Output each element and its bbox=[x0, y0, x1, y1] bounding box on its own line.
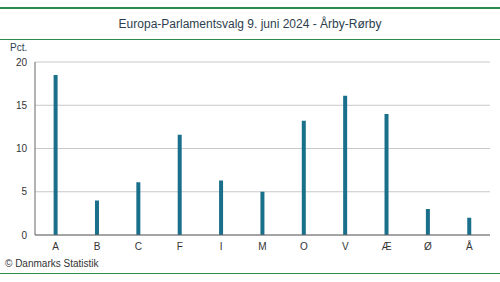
svg-text:5: 5 bbox=[21, 186, 27, 197]
svg-text:F: F bbox=[177, 241, 183, 252]
svg-text:C: C bbox=[135, 241, 142, 252]
svg-text:20: 20 bbox=[16, 57, 28, 68]
svg-text:Ø: Ø bbox=[424, 241, 432, 252]
svg-text:V: V bbox=[342, 241, 349, 252]
svg-text:A: A bbox=[52, 241, 59, 252]
html-text:Europa-Parlamentsvalg 9. juni: Europa-Parlamentsvalg 9. juni 2024 - Årb… bbox=[118, 17, 382, 31]
svg-text:M: M bbox=[258, 241, 266, 252]
svg-text:Æ: Æ bbox=[382, 241, 392, 252]
svg-text:B: B bbox=[94, 241, 101, 252]
svg-text:15: 15 bbox=[16, 100, 28, 111]
svg-text:O: O bbox=[300, 241, 308, 252]
svg-text:I: I bbox=[220, 241, 223, 252]
svg-text:0: 0 bbox=[21, 230, 27, 241]
html-text:© Danmarks Statistik: © Danmarks Statistik bbox=[5, 258, 99, 269]
svg-text:10: 10 bbox=[16, 143, 28, 154]
svg-text:Å: Å bbox=[466, 240, 473, 252]
html-text:Pct.: Pct. bbox=[10, 42, 28, 53]
